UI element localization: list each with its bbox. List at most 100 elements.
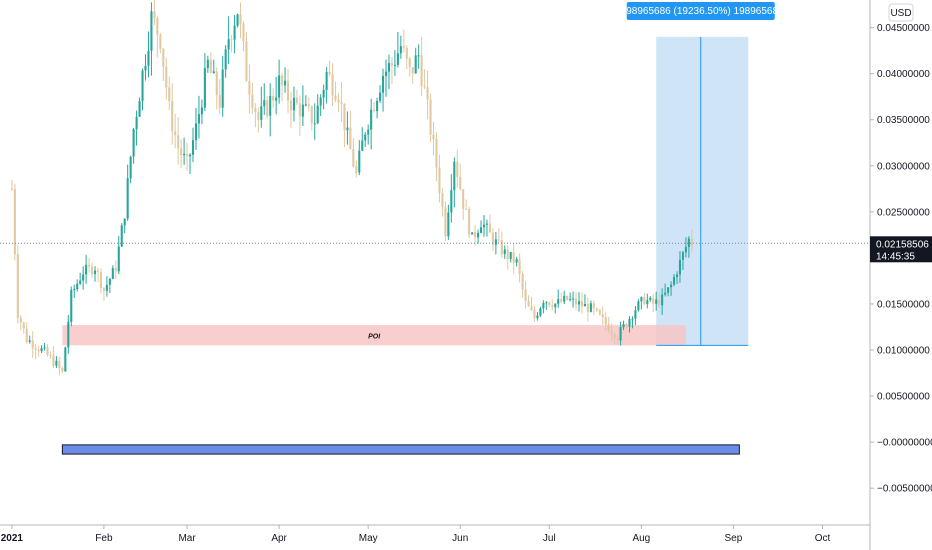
x-tick-label: 2021 bbox=[1, 533, 24, 544]
candle-body bbox=[165, 66, 168, 88]
candle-body bbox=[343, 103, 346, 131]
candle-body bbox=[337, 99, 340, 103]
currency-button[interactable]: USD bbox=[888, 3, 914, 22]
candle-body bbox=[542, 303, 545, 309]
candle-body bbox=[586, 303, 589, 312]
candle-body bbox=[572, 298, 575, 300]
candle-body bbox=[408, 58, 411, 68]
candle-body bbox=[432, 134, 435, 139]
candle-body bbox=[141, 70, 144, 102]
candle-body bbox=[319, 97, 322, 106]
candle-body bbox=[628, 318, 631, 327]
candle-body bbox=[521, 273, 524, 290]
candle-body bbox=[399, 46, 402, 54]
candle-body bbox=[191, 140, 195, 155]
x-tick-label: Feb bbox=[95, 533, 113, 544]
price-tag-value: 0.02158506 bbox=[876, 239, 929, 250]
candle-body bbox=[52, 355, 55, 366]
candle-body bbox=[70, 289, 73, 322]
candle-body bbox=[188, 154, 192, 157]
candle-body bbox=[76, 283, 79, 290]
candle-body bbox=[218, 94, 221, 108]
time-axis[interactable]: 2021 Feb Mar Apr May Jun Jul Aug Sep Oct bbox=[0, 524, 870, 544]
candle-body bbox=[479, 227, 483, 233]
candle-body bbox=[340, 102, 343, 104]
candle-body bbox=[266, 100, 269, 116]
x-tick-label: Aug bbox=[632, 533, 650, 544]
candle-body bbox=[177, 135, 180, 149]
candle-body bbox=[275, 97, 278, 101]
candle-body bbox=[592, 303, 595, 309]
candle-body bbox=[554, 303, 557, 308]
candle-body bbox=[13, 188, 16, 255]
candle-body bbox=[557, 299, 560, 304]
candle-body bbox=[295, 97, 298, 104]
candle-body bbox=[667, 287, 670, 293]
candle-body bbox=[530, 306, 533, 310]
candle-body bbox=[453, 161, 456, 191]
blue-bar[interactable] bbox=[61, 444, 740, 455]
y-tick-label: 0.01500000 bbox=[877, 299, 930, 310]
candle-body bbox=[251, 94, 254, 109]
candle-body bbox=[441, 193, 444, 208]
candle-body bbox=[105, 284, 108, 291]
x-tick-label: Sep bbox=[725, 533, 743, 544]
candle-body bbox=[16, 254, 19, 318]
candle-body bbox=[444, 207, 447, 237]
candle-body bbox=[678, 259, 682, 275]
candle-body bbox=[313, 123, 316, 125]
candle-body bbox=[334, 95, 337, 100]
candle-body bbox=[670, 284, 673, 288]
y-tick-label: 0.03000000 bbox=[877, 161, 930, 172]
candle-body bbox=[468, 209, 471, 235]
poi-zone[interactable] bbox=[62, 325, 686, 346]
measure-zone[interactable] bbox=[656, 36, 749, 346]
candle-body bbox=[447, 212, 450, 237]
candle-body bbox=[304, 104, 307, 106]
candle-body bbox=[379, 92, 382, 101]
candle-body bbox=[477, 232, 480, 238]
candle-body bbox=[111, 268, 114, 279]
candle-body bbox=[577, 301, 581, 305]
candle-body bbox=[367, 129, 370, 135]
y-tick-label: 0.00500000 bbox=[877, 392, 930, 403]
candle-body bbox=[438, 167, 441, 194]
candle-body bbox=[583, 303, 586, 307]
price-axis[interactable]: 0.04500000 0.04000000 0.03500000 0.03000000… bbox=[869, 0, 932, 550]
candle-body bbox=[381, 75, 385, 93]
candle-body bbox=[515, 259, 518, 263]
candle-body bbox=[675, 274, 679, 278]
candle-body bbox=[263, 100, 266, 107]
candle-body bbox=[19, 317, 22, 323]
candle-body bbox=[108, 278, 111, 285]
candle-body bbox=[560, 299, 563, 302]
candle-body bbox=[580, 301, 584, 307]
price-tag-box bbox=[870, 236, 932, 263]
candle-body bbox=[491, 232, 494, 245]
candle-body bbox=[551, 305, 554, 308]
candle-body bbox=[500, 239, 503, 255]
candle-body bbox=[459, 176, 462, 190]
candle-body bbox=[79, 280, 82, 284]
candle-body bbox=[129, 156, 132, 179]
candle-body bbox=[527, 301, 530, 307]
measure-label-box bbox=[626, 2, 775, 20]
candle-body bbox=[518, 259, 521, 274]
candle-body bbox=[183, 153, 186, 156]
candle-body bbox=[414, 55, 417, 74]
candle-body bbox=[664, 292, 667, 295]
x-tick-label: Apr bbox=[271, 533, 287, 544]
candle-body bbox=[286, 80, 290, 101]
candle-body bbox=[485, 223, 489, 225]
candle-body bbox=[186, 153, 189, 157]
candle-body bbox=[575, 298, 578, 305]
candle-body bbox=[625, 324, 628, 327]
candle-body bbox=[31, 340, 34, 349]
candle-body bbox=[512, 252, 515, 263]
candle-body bbox=[254, 108, 257, 112]
candle-body bbox=[150, 11, 153, 51]
y-tick-label: 0.02500000 bbox=[877, 207, 930, 218]
candle-body bbox=[488, 223, 491, 233]
candle-body bbox=[82, 274, 85, 281]
